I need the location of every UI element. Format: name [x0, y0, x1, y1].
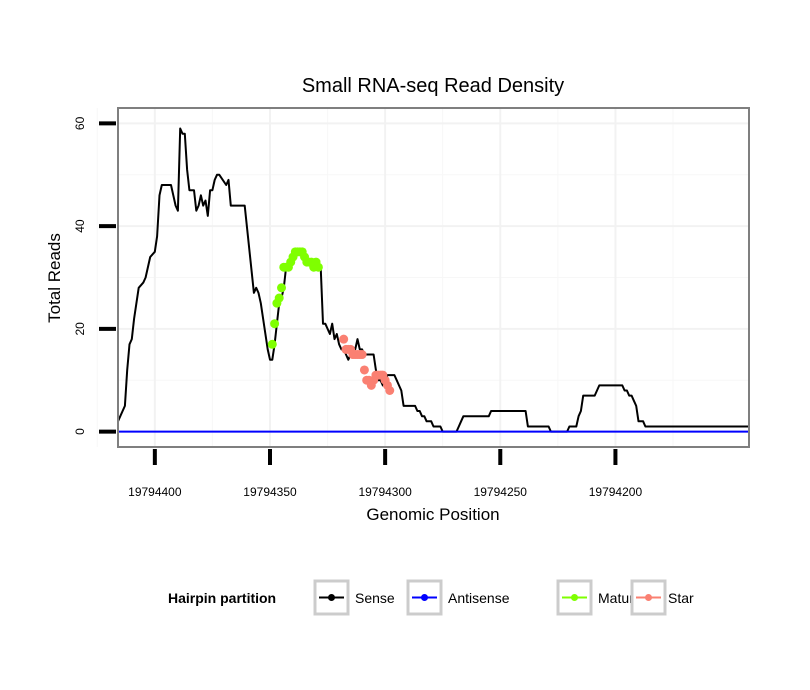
data-point-mature: [270, 319, 280, 329]
data-point-mature: [277, 283, 287, 293]
legend-item-sense: Sense: [313, 579, 395, 616]
x-tick-label: 19794350: [243, 485, 297, 499]
legend-label: Antisense: [448, 590, 510, 606]
chart-title: Small RNA-seq Read Density: [302, 75, 564, 97]
x-tick-label: 19794250: [474, 485, 528, 499]
legend-point-icon: [328, 594, 335, 601]
data-point-star: [339, 334, 349, 344]
data-point-star: [385, 386, 395, 395]
data-point-mature: [267, 339, 277, 349]
legend-point-icon: [645, 594, 652, 601]
legend-item-mature: Mature: [556, 579, 642, 616]
plot-panel-border: [117, 107, 750, 448]
y-axis: 0 20 40 60: [73, 116, 116, 435]
legend-item-star: Star: [630, 579, 694, 616]
legend-point-icon: [421, 594, 428, 601]
legend-label: Sense: [355, 590, 395, 606]
x-tick-label: 19794400: [128, 485, 182, 499]
data-point-mature: [313, 262, 323, 272]
legend-item-antisense: Antisense: [406, 579, 510, 616]
y-tick-label: 20: [73, 322, 87, 336]
legend-label: Star: [668, 590, 694, 606]
data-point-star: [357, 350, 367, 360]
data-point-mature: [274, 293, 284, 303]
y-tick-label: 40: [73, 219, 87, 233]
y-tick-label: 60: [73, 116, 87, 130]
y-tick-label: 0: [73, 428, 87, 435]
x-tick-label: 19794200: [589, 485, 643, 499]
legend-title: Hairpin partition: [168, 590, 276, 606]
legend: Hairpin partition Sense Antisense Mature St…: [168, 579, 694, 616]
series-layer: [117, 127, 749, 433]
y-axis-title: Total Reads: [45, 233, 64, 323]
grid: [96, 108, 749, 447]
data-point-star: [359, 365, 369, 375]
x-axis-title: Genomic Position: [366, 505, 499, 524]
x-tick-label: 19794300: [358, 485, 412, 499]
legend-point-icon: [571, 594, 578, 601]
x-axis: 19794400 19794350 19794300 19794250 19794200: [128, 449, 642, 499]
